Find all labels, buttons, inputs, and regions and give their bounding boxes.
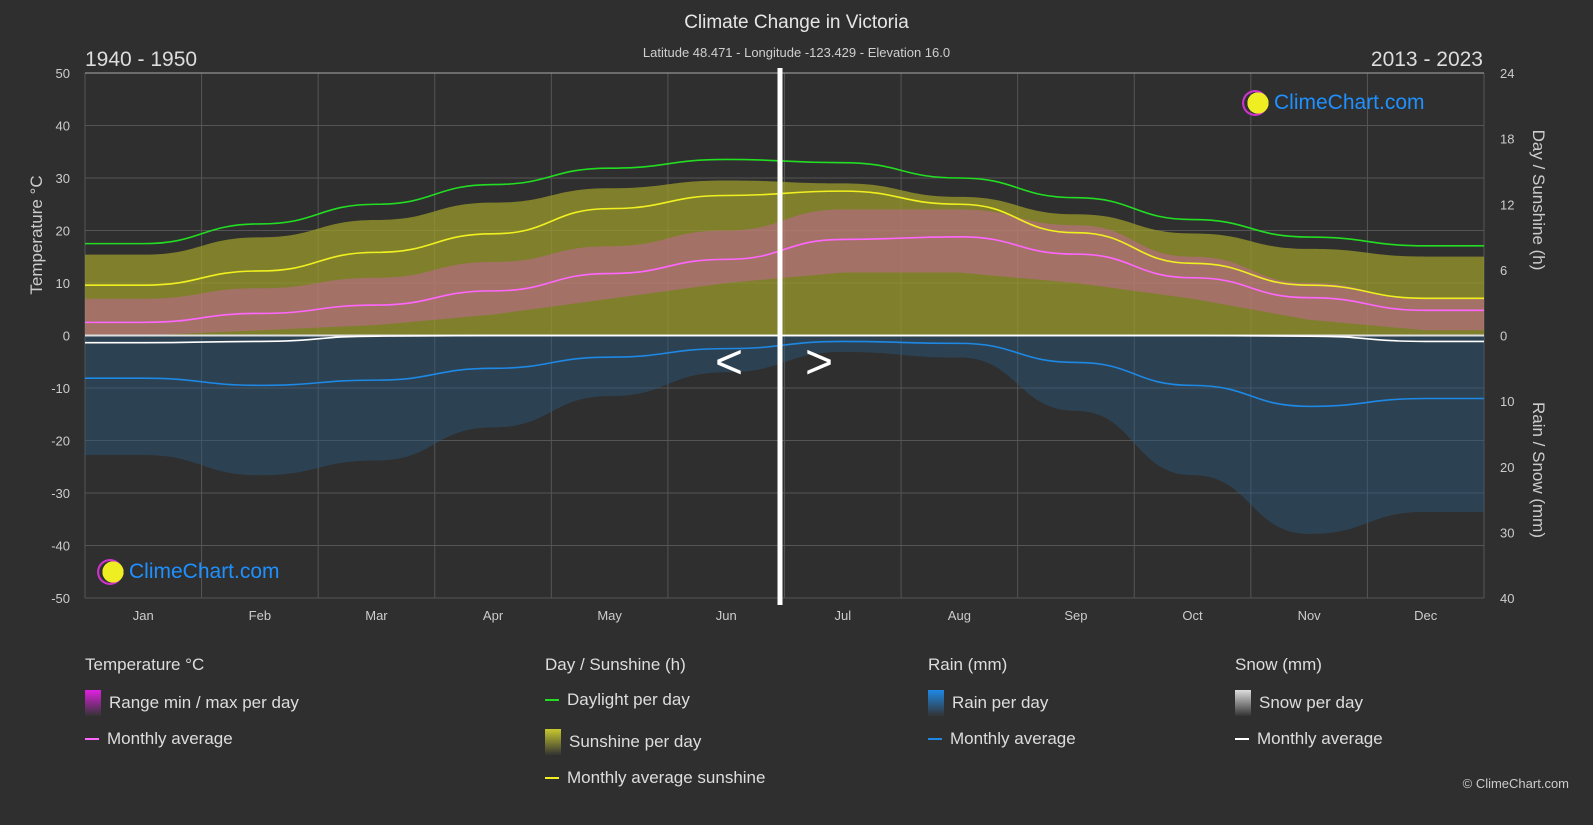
sunshine-avg-line xyxy=(85,190,1484,300)
temperature-range-band xyxy=(85,209,1484,336)
legend-label: Monthly average xyxy=(1257,729,1383,748)
period-right: 2013 - 2023 xyxy=(1370,48,1483,71)
x-tick-label: Aug xyxy=(948,608,971,623)
legend-label: Monthly average xyxy=(107,729,233,748)
legend-item: Snow per day xyxy=(1235,690,1363,716)
y-right-bottom-label: Rain / Snow (mm) xyxy=(1529,402,1548,538)
next-period-button[interactable]: > xyxy=(805,336,834,389)
legend-heading: Snow (mm) xyxy=(1235,655,1322,674)
legend-item: Monthly average xyxy=(85,729,233,749)
y-right-bottom-tick: 20 xyxy=(1500,460,1514,475)
y-right-top-label: Day / Sunshine (h) xyxy=(1529,130,1548,271)
sunshine-area xyxy=(85,180,1484,336)
daylight-line xyxy=(85,158,1484,247)
x-tick-label: Jan xyxy=(133,608,154,623)
logo-bottom: ClimeChart.com xyxy=(95,557,280,587)
legend-item: Range min / max per day xyxy=(85,690,299,716)
x-tick-label: Sep xyxy=(1064,608,1087,623)
y-right-top-tick: 18 xyxy=(1500,132,1514,147)
legend-swatch xyxy=(85,690,101,716)
logo-icon xyxy=(1240,88,1270,118)
y-left-tick: 0 xyxy=(63,329,70,344)
y-right-top-tick: 6 xyxy=(1500,263,1507,278)
legend-swatch xyxy=(1235,690,1251,716)
logo-text: ClimeChart.com xyxy=(129,560,280,583)
x-tick-label: Jul xyxy=(834,608,851,623)
copyright: © ClimeChart.com xyxy=(1462,776,1569,791)
legend-item: Sunshine per day xyxy=(545,729,701,755)
legend-label: Range min / max per day xyxy=(109,693,299,712)
legend-label: Monthly average sunshine xyxy=(567,768,766,787)
legend-swatch xyxy=(545,699,559,701)
y-left-tick: 20 xyxy=(56,224,70,239)
y-right-bottom-tick: 30 xyxy=(1500,525,1514,540)
legend-heading: Rain (mm) xyxy=(928,655,1008,674)
legend-label: Monthly average xyxy=(950,729,1076,748)
legend-label: Daylight per day xyxy=(567,690,690,709)
y-left-tick: 10 xyxy=(56,276,70,291)
legend-label: Sunshine per day xyxy=(569,732,702,751)
legend-label: Snow per day xyxy=(1259,693,1363,712)
legend-item: Monthly average xyxy=(928,729,1076,749)
logo-icon xyxy=(95,557,125,587)
x-tick-label: Oct xyxy=(1182,608,1203,623)
period-left: 1940 - 1950 xyxy=(85,48,198,71)
chart-title: Climate Change in Victoria xyxy=(684,12,909,33)
snow-avg-line xyxy=(85,334,1485,344)
x-tick-label: Mar xyxy=(365,608,388,623)
y-left-tick: 40 xyxy=(56,119,70,134)
legend-swatch xyxy=(1235,738,1249,740)
y-left-tick: -10 xyxy=(51,381,70,396)
legend-label: Rain per day xyxy=(952,693,1049,712)
y-right-bottom-tick: 40 xyxy=(1500,591,1514,606)
legend-item: Daylight per day xyxy=(545,690,690,710)
logo-top: ClimeChart.com xyxy=(1240,88,1425,118)
legend-heading: Day / Sunshine (h) xyxy=(545,655,686,674)
prev-period-button[interactable]: < xyxy=(715,336,744,389)
y-left-tick: 50 xyxy=(56,66,70,81)
legend-swatch xyxy=(928,690,944,716)
y-right-top-tick: 12 xyxy=(1500,197,1514,212)
legend-item: Monthly average sunshine xyxy=(545,768,765,788)
legend-swatch xyxy=(545,729,561,755)
y-left-tick: -40 xyxy=(51,539,70,554)
x-tick-label: Jun xyxy=(716,608,737,623)
logo-text: ClimeChart.com xyxy=(1274,91,1425,114)
x-tick-label: Nov xyxy=(1298,608,1322,623)
legend-heading: Temperature °C xyxy=(85,655,205,674)
chart-subtitle: Latitude 48.471 - Longitude -123.429 - E… xyxy=(642,45,951,60)
climate-chart: 50 40 30 20 10 0 -10 -20 -30 -40 -50 Jan Feb Mar Apr Ma… xyxy=(27,66,1548,623)
legend-item: Monthly average xyxy=(1235,729,1383,749)
legend-swatch xyxy=(85,738,99,740)
rain-area xyxy=(85,335,1484,534)
x-tick-label: Apr xyxy=(483,608,504,623)
y-right-bottom-tick: 10 xyxy=(1500,394,1514,409)
y-right-top-tick: 24 xyxy=(1500,66,1514,81)
y-left-tick: 30 xyxy=(56,171,70,186)
x-tick-label: Dec xyxy=(1414,608,1438,623)
legend-swatch xyxy=(545,777,559,779)
legend-swatch xyxy=(928,738,942,740)
legend-item: Rain per day xyxy=(928,690,1048,716)
y-left-label: Temperature °C xyxy=(27,175,46,294)
y-right-bottom-tick: 0 xyxy=(1500,329,1507,344)
y-left-tick: -30 xyxy=(51,486,70,501)
y-left-tick: -50 xyxy=(51,591,70,606)
y-left-tick: -20 xyxy=(51,434,70,449)
x-tick-label: Feb xyxy=(249,608,271,623)
x-tick-label: May xyxy=(597,608,622,623)
